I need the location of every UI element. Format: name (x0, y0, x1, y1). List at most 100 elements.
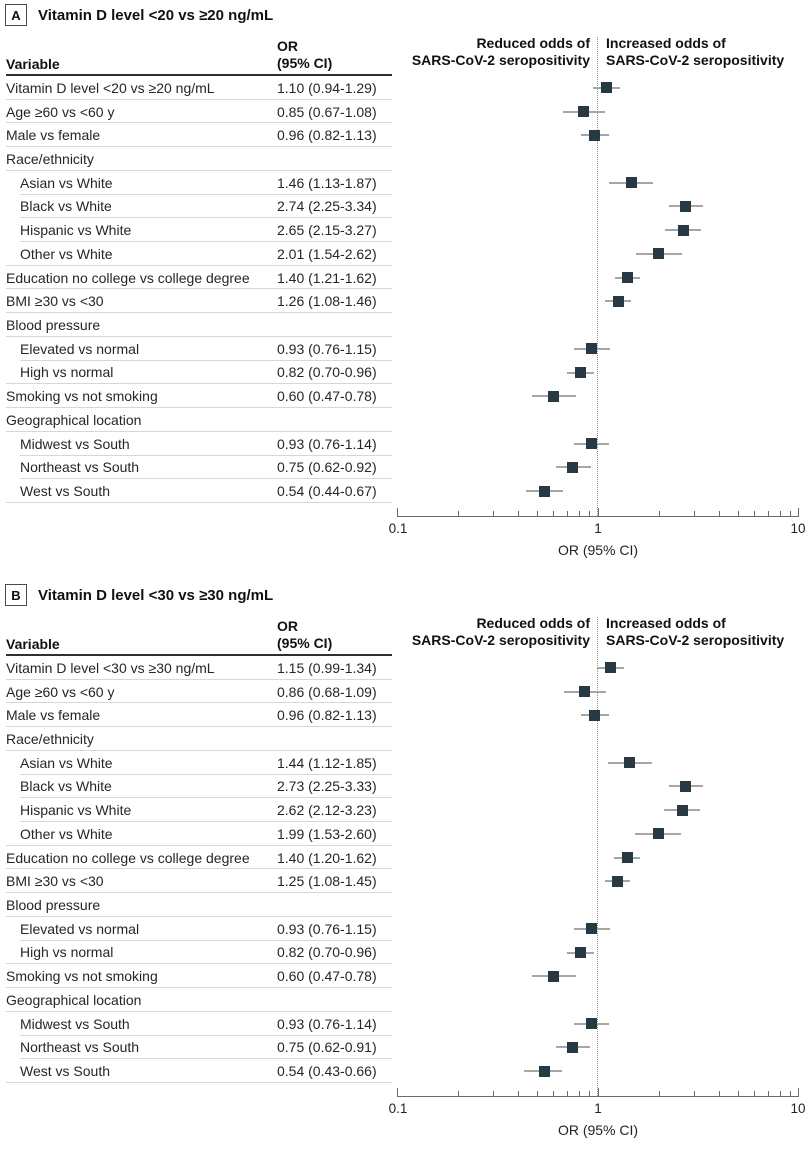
row-variable: Male vs female (6, 707, 101, 724)
row-variable: Male vs female (6, 127, 101, 144)
row-variable: Northeast vs South (20, 1039, 140, 1056)
row-divider (20, 478, 392, 480)
row-or-value: 1.99 (1.53-2.60) (277, 825, 377, 842)
axis-tick (789, 511, 791, 516)
row-divider (6, 407, 392, 409)
or-marker (588, 709, 600, 721)
panel-title: Vitamin D level <20 vs ≥20 ng/mL (38, 6, 274, 24)
or-marker (586, 1018, 598, 1030)
or-table: Variable OR (95% CI) Vitamin D level <20… (6, 34, 392, 503)
or-marker (624, 757, 636, 769)
row-variable: Elevated vs normal (20, 920, 140, 937)
row-or-value: 1.25 (1.08-1.45) (277, 873, 377, 890)
or-marker (586, 438, 598, 450)
row-or-value: 1.40 (1.20-1.62) (277, 849, 377, 866)
table-row: Asian vs White 1.46 (1.13-1.87) (6, 171, 392, 195)
row-variable: High vs normal (20, 944, 114, 961)
or-marker (612, 295, 624, 307)
row-variable: Age ≥60 vs <60 y (6, 683, 115, 700)
table-row: Midwest vs South 0.93 (0.76-1.14) (6, 1012, 392, 1036)
row-variable: Asian vs White (20, 754, 113, 771)
or-marker (611, 875, 623, 887)
row-variable: Northeast vs South (20, 459, 140, 476)
row-variable: West vs South (20, 483, 111, 500)
table-row: Race/ethnicity (6, 727, 392, 751)
row-divider (20, 821, 392, 823)
forest-plot: Reduced odds of SARS-CoV-2 seropositivit… (389, 580, 806, 1145)
table-header: Variable OR (95% CI) (6, 34, 392, 76)
axis-tick (779, 511, 781, 516)
table-row: West vs South 0.54 (0.43-0.66) (6, 1059, 392, 1083)
row-variable: Vitamin D level <20 vs ≥20 ng/mL (6, 79, 215, 96)
row-or-value: 0.86 (0.68-1.09) (277, 683, 377, 700)
row-variable: Other vs White (20, 245, 113, 262)
row-divider (20, 1058, 392, 1060)
row-or-value: 0.93 (0.76-1.14) (277, 435, 377, 452)
axis-tick (798, 508, 799, 516)
axis-tick (738, 1091, 740, 1096)
or-marker (588, 129, 600, 141)
reference-line (597, 37, 598, 516)
row-divider (6, 335, 392, 337)
row-variable: Education no college vs college degree (6, 269, 250, 286)
row-variable: BMI ≥30 vs <30 (6, 293, 104, 310)
row-variable: Age ≥60 vs <60 y (6, 103, 115, 120)
or-marker (625, 177, 637, 189)
axis-tick (457, 511, 459, 516)
row-divider (6, 264, 392, 266)
row-variable: Race/ethnicity (6, 151, 94, 168)
table-row: Race/ethnicity (6, 147, 392, 171)
row-variable: Midwest vs South (20, 1015, 130, 1032)
panel-header: A Vitamin D level <20 vs ≥20 ng/mL (5, 4, 273, 26)
axis-tick (598, 1088, 599, 1096)
axis-tick (566, 1091, 568, 1096)
row-variable: Hispanic vs White (20, 802, 132, 819)
row-divider (6, 312, 392, 314)
table-row: Black vs White 2.74 (2.25-3.34) (6, 195, 392, 219)
row-variable: Elevated vs normal (20, 340, 140, 357)
or-marker (575, 367, 587, 378)
row-divider (20, 193, 392, 195)
row-divider (6, 915, 392, 917)
axis-tick (779, 1091, 781, 1096)
table-row: Blood pressure (6, 313, 392, 337)
or-marker (680, 780, 692, 792)
forest-plot: Reduced odds of SARS-CoV-2 seropositivit… (389, 0, 806, 565)
row-variable: Smoking vs not smoking (6, 388, 158, 405)
row-or-value: 0.85 (0.67-1.08) (277, 103, 377, 120)
row-divider (6, 749, 392, 751)
row-or-value: 0.54 (0.43-0.66) (277, 1063, 377, 1080)
row-divider (20, 797, 392, 799)
row-divider (20, 217, 392, 219)
column-header-or: OR (95% CI) (277, 618, 333, 651)
table-row: Male vs female 0.96 (0.82-1.13) (6, 123, 392, 148)
table-row: Age ≥60 vs <60 y 0.86 (0.68-1.09) (6, 680, 392, 704)
axis-tick (397, 1088, 398, 1096)
axis-line (397, 516, 799, 517)
axis-tick (566, 511, 568, 516)
row-variable: Education no college vs college degree (6, 849, 250, 866)
row-variable: Other vs White (20, 825, 113, 842)
row-variable: Smoking vs not smoking (6, 968, 158, 985)
or-marker (676, 804, 688, 816)
row-or-value: 0.60 (0.47-0.78) (277, 968, 377, 985)
table-row: Midwest vs South 0.93 (0.76-1.14) (6, 432, 392, 456)
table-row: Asian vs White 1.44 (1.12-1.85) (6, 751, 392, 775)
direction-label-increased: Increased odds of SARS-CoV-2 seropositiv… (606, 615, 785, 648)
table-row: Education no college vs college degree 1.… (6, 266, 392, 290)
row-or-value: 0.93 (0.76-1.15) (277, 920, 377, 937)
or-marker (538, 1065, 550, 1077)
row-variable: Black vs White (20, 778, 112, 795)
table-row: High vs normal 0.82 (0.70-0.96) (6, 361, 392, 385)
axis-tick (518, 511, 519, 516)
axis-tick (798, 1088, 799, 1096)
row-or-value: 1.46 (1.13-1.87) (277, 174, 377, 191)
table-row: BMI ≥30 vs <30 1.26 (1.08-1.46) (6, 289, 392, 314)
table-header: Variable OR (95% CI) (6, 614, 392, 656)
table-body: Vitamin D level <20 vs ≥20 ng/mL 1.10 (0.… (6, 76, 392, 503)
table-row: Smoking vs not smoking 0.60 (0.47-0.78) (6, 384, 392, 409)
axis-tick-label: 10 (790, 521, 806, 536)
row-variable: Geographical location (6, 991, 142, 1008)
or-marker (604, 662, 616, 674)
axis-title: OR (95% CI) (557, 542, 639, 558)
